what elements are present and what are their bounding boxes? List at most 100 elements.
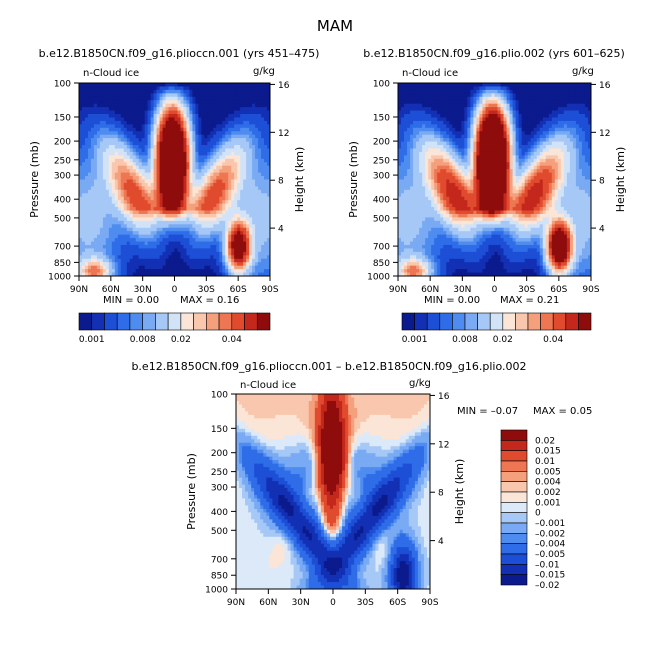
field-cell xyxy=(419,89,423,94)
field-cell xyxy=(551,131,556,136)
field-cell xyxy=(234,176,238,180)
field-cell xyxy=(84,162,89,167)
field-cell xyxy=(560,103,565,108)
field-cell xyxy=(572,110,577,115)
field-cell xyxy=(240,248,244,253)
field-cell xyxy=(150,203,155,208)
field-cell xyxy=(407,131,411,136)
field-cell xyxy=(234,162,238,167)
field-cell xyxy=(509,103,513,108)
field-cell xyxy=(144,182,149,187)
field-cell xyxy=(204,127,208,132)
field-cell xyxy=(509,114,513,118)
field-cell xyxy=(488,86,492,91)
field-cell xyxy=(225,265,229,270)
field-cell xyxy=(183,165,187,170)
field-cell xyxy=(90,227,95,232)
field-cell xyxy=(96,262,101,267)
field-cell xyxy=(243,162,247,167)
field-cell xyxy=(234,93,238,98)
field-cell xyxy=(126,189,131,194)
field-cell xyxy=(548,124,553,129)
colorbar-swatch xyxy=(104,312,118,331)
field-cell xyxy=(93,258,98,263)
field-cell xyxy=(147,262,152,267)
field-cell xyxy=(216,148,220,153)
field-cell xyxy=(165,117,169,122)
field-cell xyxy=(219,155,223,160)
field-cell xyxy=(147,169,152,174)
field-cell xyxy=(455,134,459,139)
field-cell xyxy=(171,100,175,105)
field-cell xyxy=(87,155,92,160)
field-cell xyxy=(126,265,131,270)
field-cell xyxy=(267,151,271,156)
field-cell xyxy=(162,117,166,122)
field-cell xyxy=(225,220,229,225)
field-cell xyxy=(198,272,202,277)
field-cell xyxy=(228,172,232,177)
field-cell xyxy=(126,248,131,253)
field-cell xyxy=(207,251,211,256)
field-cell xyxy=(177,124,181,129)
field-cell xyxy=(180,100,184,105)
field-cell xyxy=(90,196,95,201)
field-cell xyxy=(246,251,250,256)
field-cell xyxy=(240,224,244,229)
field-cell xyxy=(144,114,149,118)
field-cell xyxy=(138,241,143,246)
field-cell xyxy=(87,162,92,167)
field-cell xyxy=(222,117,226,122)
field-cell xyxy=(171,134,175,139)
field-cell xyxy=(93,124,98,129)
field-cell xyxy=(99,210,104,215)
field-cell xyxy=(491,138,495,142)
field-cell xyxy=(126,124,131,129)
field-cell xyxy=(434,138,438,142)
field-cell xyxy=(120,103,125,108)
field-cell xyxy=(96,110,101,115)
field-cell xyxy=(84,189,89,194)
field-cell xyxy=(521,89,526,94)
field-cell xyxy=(222,203,226,208)
field-cell xyxy=(213,227,217,232)
field-cell xyxy=(261,155,265,160)
field-cell xyxy=(485,131,489,136)
field-cell xyxy=(413,141,417,146)
field-cell xyxy=(264,258,268,263)
field-cell xyxy=(476,124,480,129)
field-cell xyxy=(216,203,220,208)
field-cell xyxy=(494,120,498,125)
field-cell xyxy=(162,169,166,174)
field-cell xyxy=(102,124,107,129)
field-cell xyxy=(222,234,226,239)
field-cell xyxy=(219,145,223,149)
field-cell xyxy=(261,231,265,236)
field-cell xyxy=(204,89,208,94)
field-cell xyxy=(234,89,238,94)
field-cell xyxy=(557,83,562,87)
field-cell xyxy=(135,176,140,180)
field-cell xyxy=(201,86,205,91)
field-cell xyxy=(174,238,178,242)
colorbar-label: 0.001 xyxy=(79,335,105,345)
field-cell xyxy=(186,258,190,263)
field-cell xyxy=(81,114,86,118)
field-cell xyxy=(225,93,229,98)
field-cell xyxy=(204,272,208,277)
field-cell xyxy=(111,86,116,91)
field-cell xyxy=(213,196,217,201)
field-cell xyxy=(210,100,214,105)
field-cell xyxy=(261,220,265,225)
field-cell xyxy=(147,196,152,201)
field-cell xyxy=(144,234,149,239)
field-cell xyxy=(93,182,98,187)
field-cell xyxy=(431,117,435,122)
field-cell xyxy=(416,120,420,125)
field-cell xyxy=(452,110,456,115)
field-cell xyxy=(255,258,259,263)
field-cell xyxy=(554,138,559,142)
field-cell xyxy=(189,269,193,273)
field-cell xyxy=(536,127,541,132)
field-cell xyxy=(527,103,532,108)
